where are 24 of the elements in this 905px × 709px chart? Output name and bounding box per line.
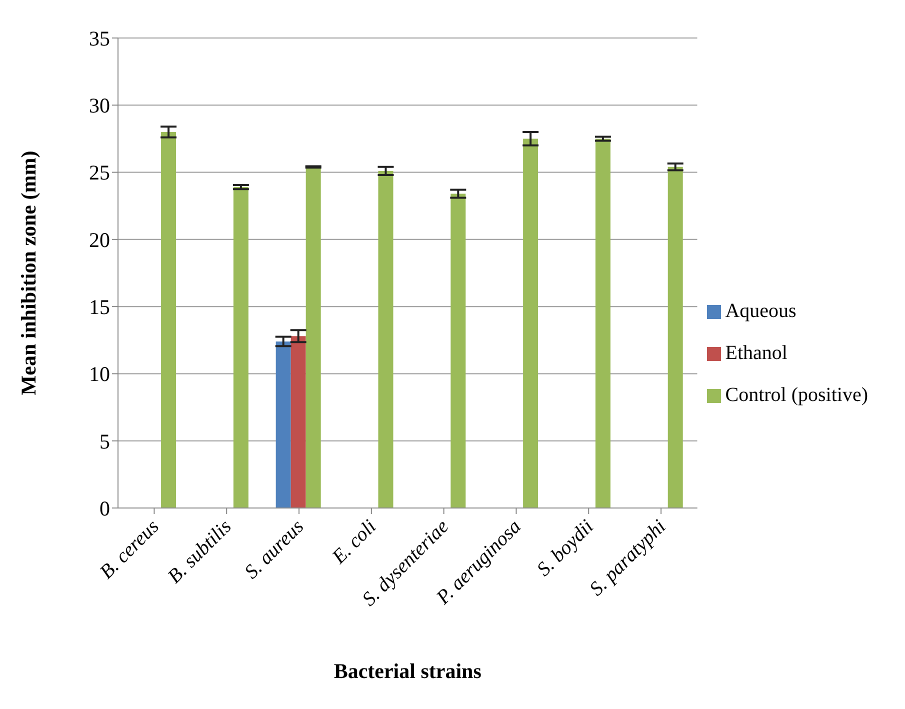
y-tick-label: 0 (100, 496, 110, 520)
y-tick-label: 15 (89, 295, 110, 320)
bar (378, 170, 394, 508)
y-tick-label: 20 (89, 228, 110, 252)
y-tick-label: 35 (89, 26, 110, 50)
bar (276, 341, 291, 508)
bar (161, 132, 176, 508)
x-axis-title: Bacterial strains (334, 659, 482, 683)
y-tick-label: 10 (89, 362, 110, 386)
legend-label: Aqueous (725, 300, 796, 322)
y-tick-label: 30 (89, 94, 110, 118)
y-axis-title: Mean inhibition zone (mm) (16, 150, 40, 396)
bar (233, 187, 248, 508)
y-tick-label: 5 (100, 429, 110, 454)
bar (523, 138, 538, 508)
bar (595, 138, 610, 508)
y-tick-label: 25 (89, 160, 110, 185)
bar (668, 166, 683, 508)
legend-label: Ethanol (725, 342, 788, 364)
legend-label: Control (positive) (725, 384, 868, 406)
x-tick-label: E. coli (327, 516, 381, 569)
bar (306, 166, 321, 508)
bar (450, 194, 466, 508)
bar (290, 336, 306, 508)
